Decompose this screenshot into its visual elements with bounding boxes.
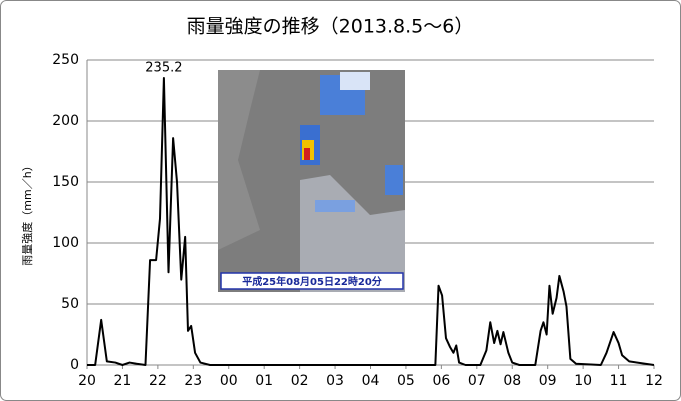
x-tick-label: 12 — [645, 373, 663, 389]
x-tick-label: 23 — [184, 373, 202, 389]
y-axis-label: 雨量強度（mm／h） — [20, 160, 34, 265]
x-tick-label: 20 — [78, 373, 96, 389]
x-tick-label: 21 — [114, 373, 132, 389]
x-tick-label: 01 — [255, 373, 273, 389]
y-tick-label: 100 — [52, 235, 79, 251]
x-tick-label: 11 — [610, 373, 628, 389]
y-tick-label: 200 — [52, 113, 79, 129]
x-tick-label: 04 — [362, 373, 380, 389]
x-tick-label: 09 — [539, 373, 557, 389]
y-tick-label: 0 — [70, 357, 79, 373]
inset-land — [218, 70, 260, 250]
x-tick-label: 08 — [503, 373, 521, 389]
x-tick-label: 06 — [432, 373, 450, 389]
inset-rain — [304, 148, 310, 160]
x-tick-label: 07 — [468, 373, 486, 389]
plot-area: 0 50 100 150 200 250 20 21 22 23 00 01 02 03 04 05 06 07 0… — [52, 52, 663, 389]
chart-title: 雨量強度の推移（2013.8.5～6） — [187, 16, 474, 38]
inset-caption: 平成25年08月05日22時20分 — [242, 275, 382, 288]
y-tick-label: 50 — [61, 296, 79, 312]
x-tick-label: 03 — [326, 373, 344, 389]
data-line — [87, 77, 655, 366]
data-label: 235.2 — [145, 61, 182, 76]
x-tick-label: 00 — [220, 373, 238, 389]
x-tick-label: 22 — [149, 373, 167, 389]
inset-caption-box — [220, 272, 404, 290]
y-tick-label: 250 — [52, 52, 79, 68]
x-tick-label: 05 — [397, 373, 415, 389]
inset-rain — [315, 200, 355, 212]
y-tick-label: 150 — [52, 174, 79, 190]
x-tick-label: 02 — [291, 373, 309, 389]
inset-rain — [385, 165, 403, 195]
radar-inset: 平成25年08月05日22時20分 — [218, 70, 405, 292]
inset-rain — [340, 72, 370, 90]
x-tick-label: 10 — [574, 373, 592, 389]
